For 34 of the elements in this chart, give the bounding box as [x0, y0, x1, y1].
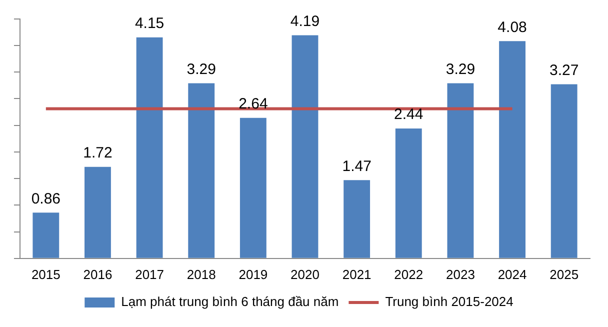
data-label: 3.27: [549, 62, 579, 79]
data-label: 1.72: [83, 144, 112, 162]
x-tick-label: 2017: [135, 266, 164, 282]
bar: [499, 41, 526, 258]
x-tick-label: 2019: [238, 266, 268, 282]
data-label: 4.19: [290, 12, 320, 30]
bar: [447, 83, 474, 258]
bar: [240, 118, 266, 258]
data-label: 3.29: [446, 60, 476, 78]
bar: [344, 180, 370, 258]
x-tick-label: 2016: [83, 266, 112, 282]
legend-label: Lạm phát trung bình 6 tháng đầu năm: [121, 294, 339, 310]
data-label: 2.44: [394, 106, 424, 124]
data-label: 0.86: [31, 190, 61, 208]
data-label: 3.29: [186, 60, 216, 78]
bar: [136, 37, 163, 258]
x-tick-label: 2025: [550, 266, 579, 282]
data-label: 4.15: [134, 15, 164, 32]
x-tick-label: 2018: [186, 266, 216, 282]
x-tick-label: 2020: [290, 266, 320, 282]
legend-label: Trung bình 2015-2024: [385, 294, 514, 310]
data-label: 1.47: [342, 158, 372, 175]
bar: [84, 166, 111, 258]
x-tick-label: 2024: [498, 266, 527, 282]
x-tick-label: 2023: [446, 266, 475, 282]
x-tick-label: 2022: [394, 266, 424, 282]
bar: [550, 84, 578, 258]
x-tick-label: 2015: [31, 266, 60, 282]
data-label: 4.08: [498, 18, 527, 36]
bar: [188, 83, 215, 258]
x-tick-label: 2021: [342, 266, 372, 282]
bar: [32, 212, 60, 258]
bar: [292, 35, 318, 258]
bar: [395, 128, 422, 258]
